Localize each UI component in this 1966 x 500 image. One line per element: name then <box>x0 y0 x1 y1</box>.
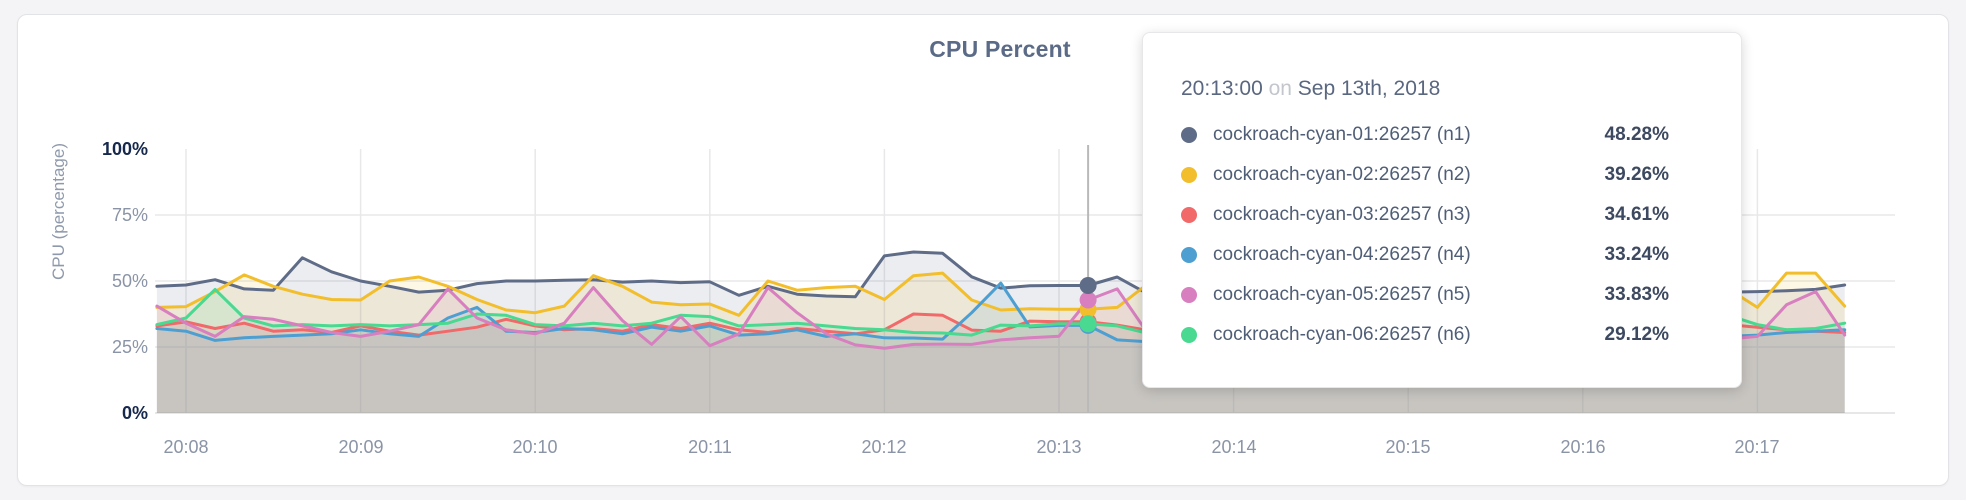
y-tick-label-100: 100% <box>101 139 148 159</box>
x-tick-label-2013: 20:13 <box>1036 437 1082 457</box>
series-color-dot <box>1181 287 1197 303</box>
x-tick-label-2016: 20:16 <box>1560 437 1606 457</box>
series-value: 48.28% <box>1604 124 1669 145</box>
x-tick-label-2017: 20:17 <box>1734 437 1780 457</box>
chart-title: CPU Percent <box>929 36 1071 62</box>
x-tick-label-2011: 20:11 <box>688 437 732 457</box>
y-tick-label-0: 0% <box>121 403 148 423</box>
x-tick-label-2015: 20:15 <box>1385 437 1431 457</box>
hover-dot-n6[interactable] <box>1079 291 1097 309</box>
x-tick-label-2014: 20:14 <box>1211 437 1257 457</box>
y-tick-label-50: 50% <box>111 271 148 291</box>
x-tick-label-2010: 20:10 <box>512 437 558 457</box>
hover-dot-n5[interactable] <box>1079 315 1097 333</box>
tooltip-time: 20:13:00 <box>1181 77 1263 100</box>
series-value: 34.61% <box>1604 204 1669 225</box>
tooltip-series-row: cockroach-cyan-01:26257 (n1) 48.28% <box>1143 115 1741 155</box>
series-name: cockroach-cyan-06:26257 (n6) <box>1213 324 1471 345</box>
hover-tooltip: 20:13:00 on Sep 13th, 2018 cockroach-cya… <box>1142 32 1742 388</box>
tooltip-series-row: cockroach-cyan-04:26257 (n4) 33.24% <box>1143 235 1741 275</box>
series-value: 39.26% <box>1604 164 1669 185</box>
x-tick-label-2008: 20:08 <box>163 437 209 457</box>
tooltip-series-row: cockroach-cyan-03:26257 (n3) 34.61% <box>1143 195 1741 235</box>
y-tick-label-75: 75% <box>111 205 148 225</box>
series-value: 33.24% <box>1604 244 1669 265</box>
series-color-dot <box>1181 327 1197 343</box>
x-tick-label-2009: 20:09 <box>338 437 384 457</box>
series-name: cockroach-cyan-05:26257 (n5) <box>1213 284 1471 305</box>
series-name: cockroach-cyan-03:26257 (n3) <box>1213 204 1471 225</box>
tooltip-series-row: cockroach-cyan-05:26257 (n5) 33.83% <box>1143 275 1741 315</box>
series-color-dot <box>1181 207 1197 223</box>
y-tick-label-25: 25% <box>111 337 148 357</box>
x-tick-label-2012: 20:12 <box>861 437 907 457</box>
series-name: cockroach-cyan-04:26257 (n4) <box>1213 244 1471 265</box>
series-name: cockroach-cyan-02:26257 (n2) <box>1213 164 1471 185</box>
series-name: cockroach-cyan-01:26257 (n1) <box>1213 124 1471 145</box>
tooltip-date: Sep 13th, 2018 <box>1297 77 1441 100</box>
tooltip-preposition: on <box>1268 77 1292 100</box>
tooltip-series-row: cockroach-cyan-06:26257 (n6) 29.12% <box>1143 315 1741 355</box>
series-color-dot <box>1181 247 1197 263</box>
tooltip-timestamp: 20:13:00 on Sep 13th, 2018 <box>1143 69 1741 109</box>
series-color-dot <box>1181 127 1197 143</box>
series-color-dot <box>1181 167 1197 183</box>
tooltip-series-row: cockroach-cyan-02:26257 (n2) 39.26% <box>1143 155 1741 195</box>
hover-dot-n1[interactable] <box>1079 277 1097 294</box>
series-value: 29.12% <box>1604 324 1669 345</box>
series-value: 33.83% <box>1604 284 1669 305</box>
